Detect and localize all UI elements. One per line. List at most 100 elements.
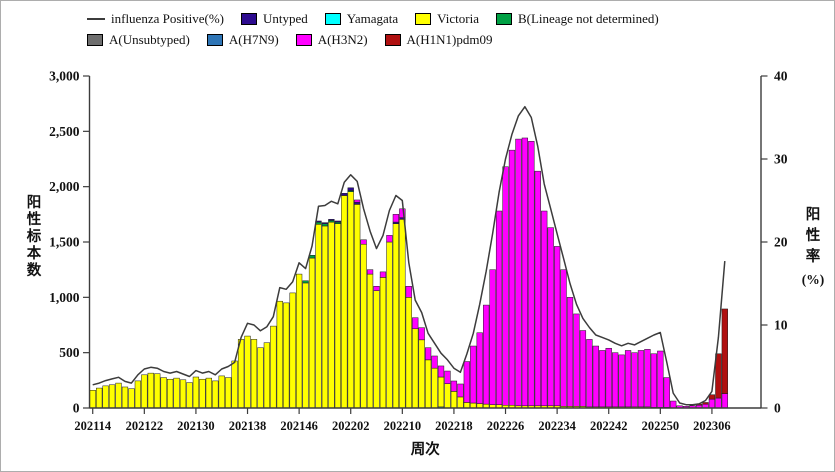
bar-segment-victoria xyxy=(102,385,109,409)
bar-segment-h3n2 xyxy=(605,347,612,408)
bar-segment-h3n2 xyxy=(508,149,516,406)
svg-text:性: 性 xyxy=(806,226,821,244)
bar-segment-victoria xyxy=(341,195,348,409)
svg-text:500: 500 xyxy=(59,345,80,360)
bar-segment-victoria xyxy=(192,376,200,409)
bar-segment-h3n2 xyxy=(425,347,432,361)
bar-segment-untyped xyxy=(321,222,329,224)
bar-segment-h3n2 xyxy=(618,354,625,408)
bar-segment-victoria xyxy=(128,388,135,409)
bar-segment-h3n2 xyxy=(637,350,645,408)
bar-segment-h3n2 xyxy=(612,352,619,408)
svg-text:202130: 202130 xyxy=(177,419,215,433)
bar-segment-victoria xyxy=(470,402,477,409)
bar-segment-b_nd xyxy=(321,223,329,227)
bar-segment-victoria xyxy=(173,377,180,409)
bar-segment-victoria xyxy=(379,277,387,409)
bar-segment-h3n2 xyxy=(534,170,541,407)
bar-segment-victoria xyxy=(250,339,258,409)
bar-segment-h3n2 xyxy=(721,393,728,409)
untyped-swatch-icon xyxy=(241,13,257,25)
bar-segment-h3n2 xyxy=(708,398,716,409)
svg-text:2,500: 2,500 xyxy=(49,124,80,139)
bar-segment-h3n2 xyxy=(586,339,593,408)
bar-segment-h3n2 xyxy=(495,210,503,405)
bar-segment-h3n2 xyxy=(670,400,677,409)
bar-segment-victoria xyxy=(289,292,296,409)
bar-segment-victoria xyxy=(392,223,399,409)
positivity-line xyxy=(92,105,726,406)
svg-text:1,000: 1,000 xyxy=(49,290,80,305)
bar-segment-h3n2 xyxy=(373,286,380,291)
bar-segment-h3n2 xyxy=(528,141,535,407)
bar-segment-h3n2 xyxy=(560,269,567,407)
bar-segment-h1n1 xyxy=(721,308,728,394)
bar-segment-victoria xyxy=(160,377,167,409)
bar-segment-victoria xyxy=(386,241,393,409)
legend-item-victoria: Victoria xyxy=(415,11,479,27)
bar-segment-victoria xyxy=(134,380,141,409)
legend-label: Victoria xyxy=(437,11,479,26)
bar-segment-b_nd xyxy=(302,280,309,284)
bar-segment-h3n2 xyxy=(547,227,554,407)
svg-text:数: 数 xyxy=(27,261,42,279)
bar-segment-h3n2 xyxy=(379,271,387,278)
axes-layer: 0 500 1,000 1,500 2,000 2,500 3,000 0 10 20 30 40 20… xyxy=(49,69,788,434)
bar-segment-victoria xyxy=(418,339,425,409)
legend-label: influenza Positive(%) xyxy=(111,11,224,26)
bar-segment-h3n2 xyxy=(450,380,458,392)
h7n9-swatch-icon xyxy=(206,34,223,46)
bar-segment-victoria xyxy=(237,339,245,409)
svg-text:202242: 202242 xyxy=(590,419,628,433)
legend-item-influenza-positive: influenza Positive(%) xyxy=(87,11,224,27)
positivity-line-swatch-icon xyxy=(87,18,105,20)
svg-text:202210: 202210 xyxy=(384,419,422,433)
bar-segment-victoria xyxy=(296,273,303,409)
svg-text:202226: 202226 xyxy=(487,419,525,433)
svg-text:202250: 202250 xyxy=(642,419,680,433)
bar-segment-untyped xyxy=(341,193,348,196)
legend-label: Yamagata xyxy=(346,11,399,26)
svg-text:率: 率 xyxy=(806,247,821,265)
bar-segment-h3n2 xyxy=(399,208,406,218)
bar-segment-h1n1 xyxy=(715,353,722,399)
svg-text:0: 0 xyxy=(73,401,80,416)
legend-item-h3n2: A(H3N2) xyxy=(295,32,368,48)
bar-segment-victoria xyxy=(154,373,161,409)
a-unsubtyped-swatch-icon xyxy=(87,34,103,46)
legend-item-untyped: Untyped xyxy=(241,11,308,27)
svg-text:(%): (%) xyxy=(802,272,825,287)
svg-text:10: 10 xyxy=(774,318,788,333)
b-lineage-swatch-icon xyxy=(495,13,512,25)
bar-segment-h3n2 xyxy=(392,214,399,223)
bar-segment-victoria xyxy=(186,382,193,409)
bar-segment-victoria xyxy=(225,377,232,409)
bar-segment-victoria xyxy=(89,390,96,409)
bar-segment-h3n2 xyxy=(644,349,651,408)
bar-segment-victoria xyxy=(437,376,445,408)
svg-text:本: 本 xyxy=(27,244,42,262)
svg-text:3,000: 3,000 xyxy=(49,69,80,84)
bar-segment-victoria xyxy=(457,396,464,409)
bar-segment-untyped xyxy=(328,219,335,221)
svg-text:202234: 202234 xyxy=(538,419,576,433)
svg-text:标: 标 xyxy=(26,227,42,245)
bar-segment-untyped xyxy=(354,201,361,205)
legend-label: A(H1N1)pdm09 xyxy=(406,32,493,47)
bar-segment-h3n2 xyxy=(631,352,638,408)
bar-segment-h3n2 xyxy=(592,345,599,408)
bar-segment-h3n2 xyxy=(554,246,561,407)
legend-label: B(Lineage not determined) xyxy=(517,11,659,26)
bar-segment-h3n2 xyxy=(483,304,490,405)
bar-segment-h3n2 xyxy=(573,313,580,407)
bar-segment-h3n2 xyxy=(624,350,632,408)
svg-text:0: 0 xyxy=(774,401,781,416)
bar-segment-victoria xyxy=(212,380,219,409)
bar-segment-victoria xyxy=(412,328,419,409)
legend-item-h7n9: A(H7N9) xyxy=(206,32,279,48)
bar-segment-h3n2 xyxy=(360,239,367,245)
bar-segment-victoria xyxy=(405,297,412,409)
bar-segment-h3n2 xyxy=(405,286,412,298)
